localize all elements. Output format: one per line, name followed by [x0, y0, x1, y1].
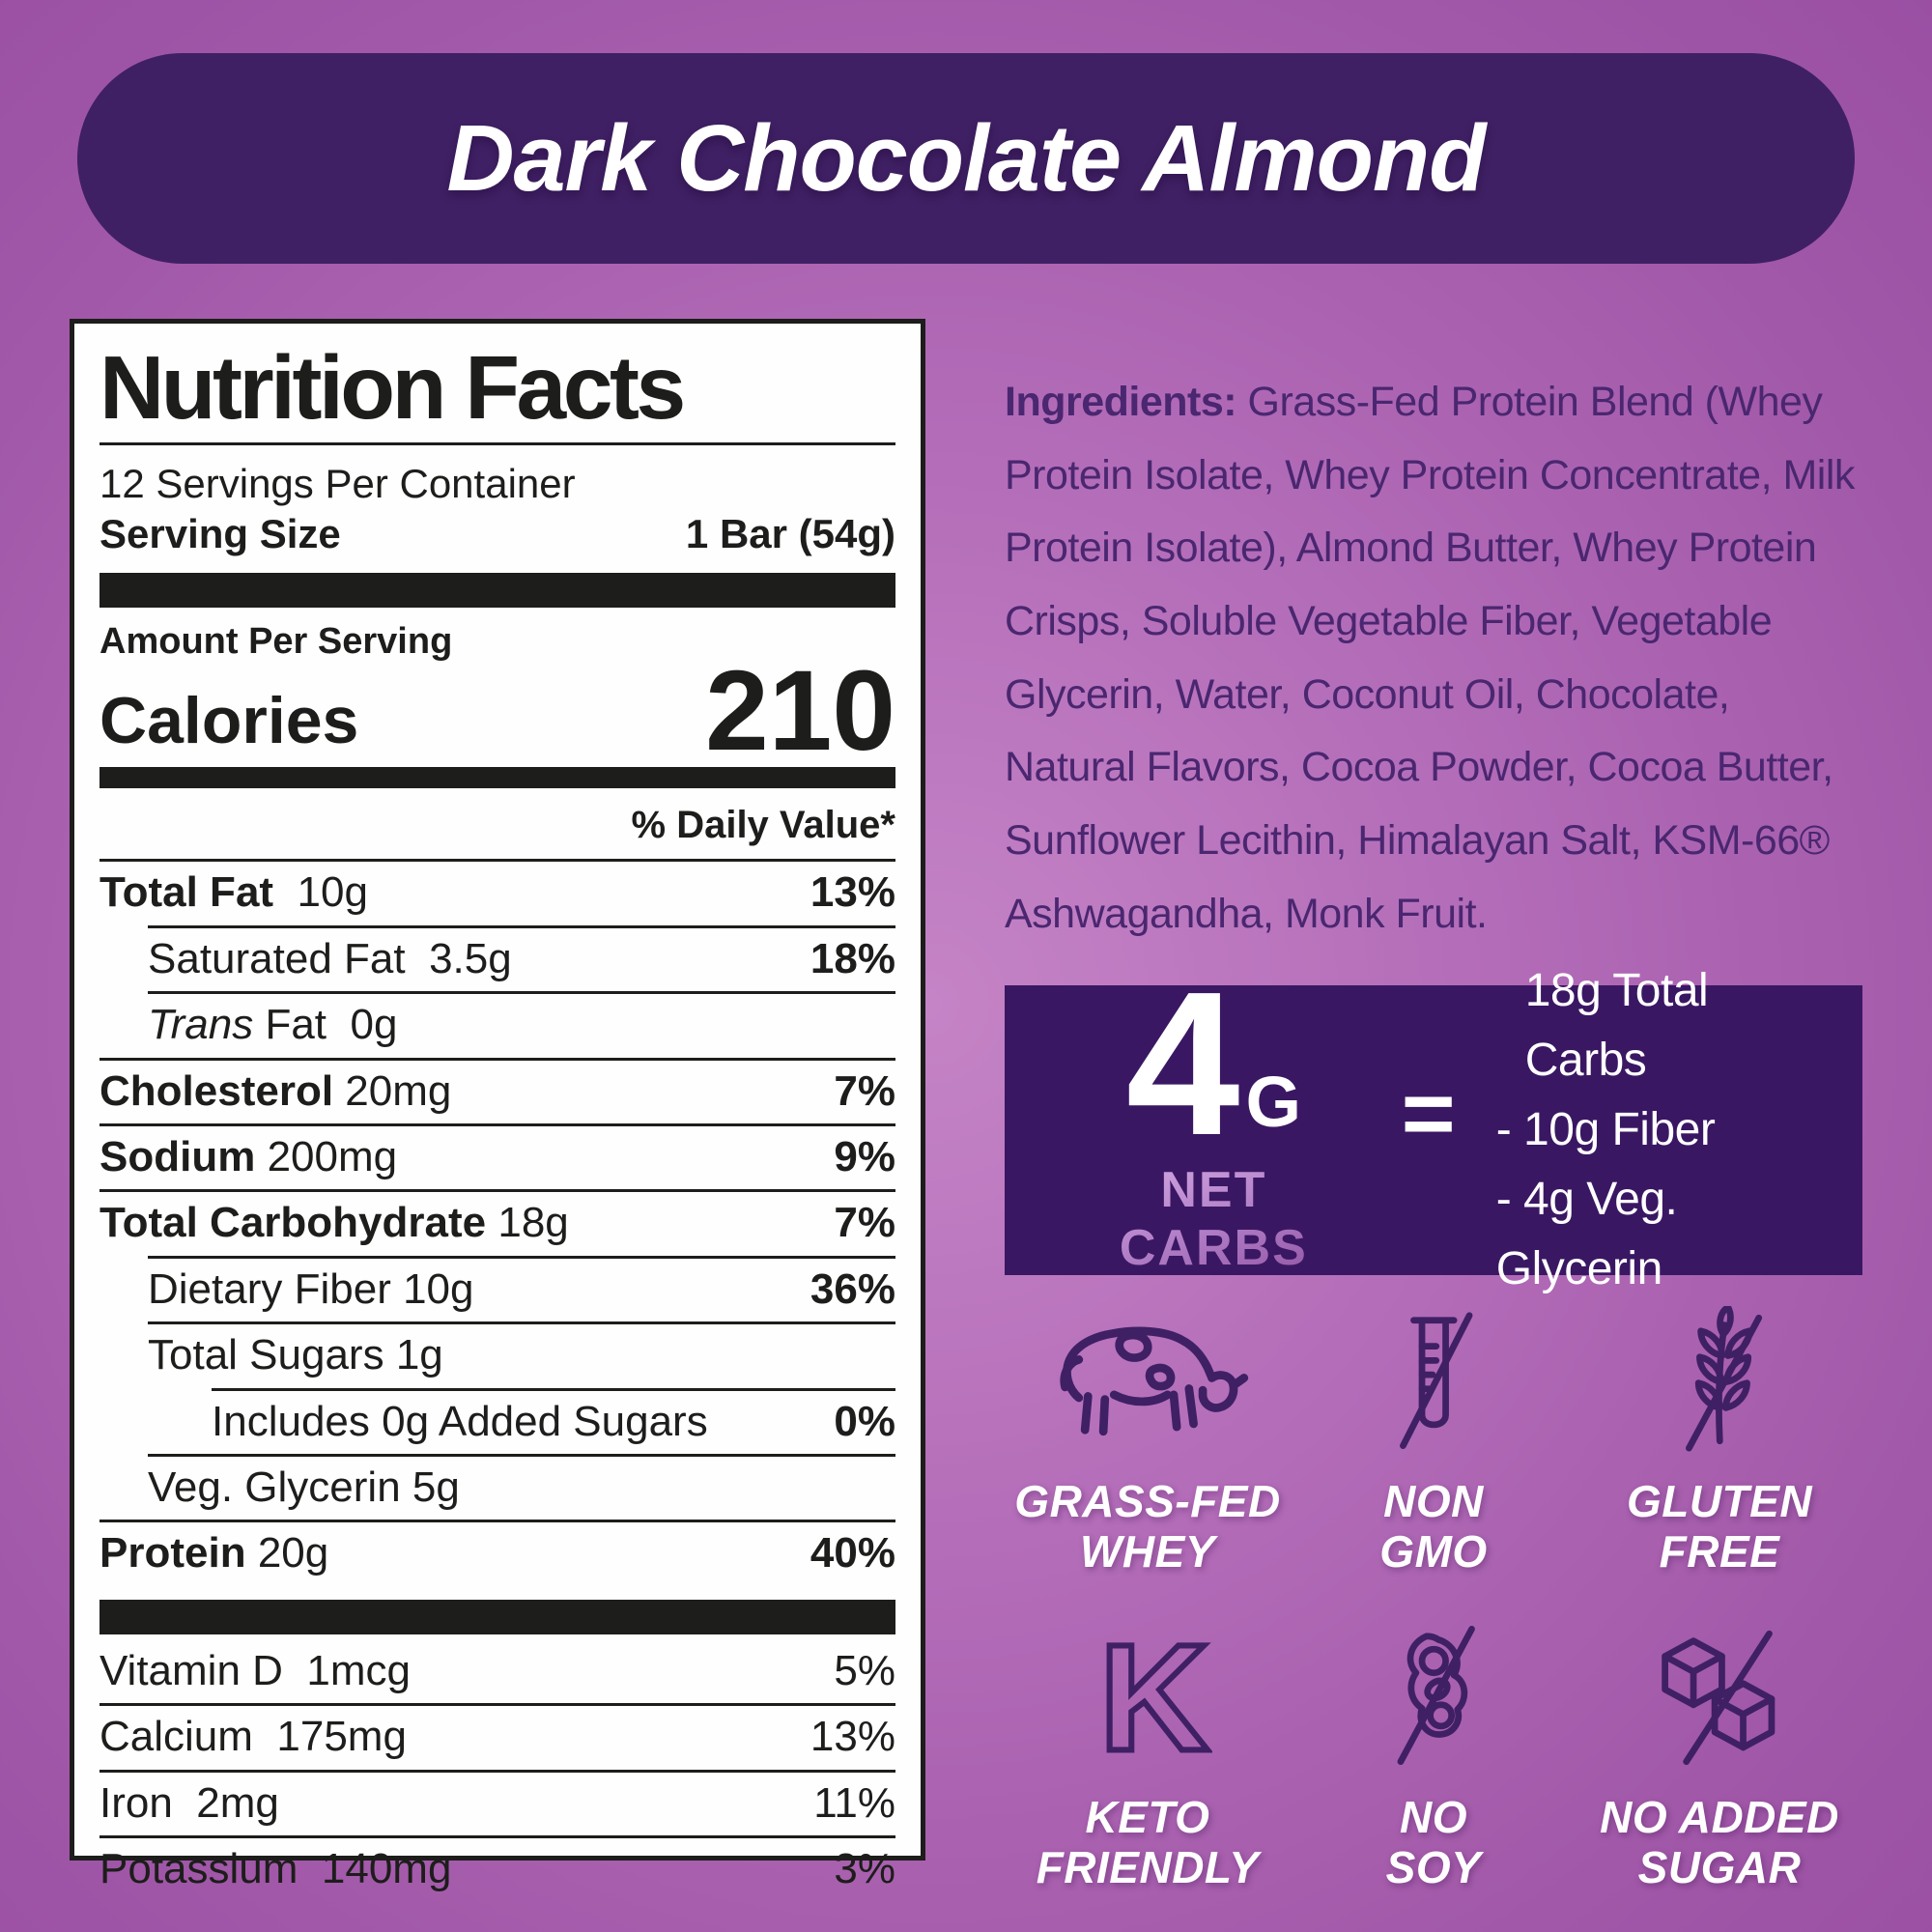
- badge-grass-fed-whey: GRASS-FED WHEY: [1005, 1306, 1291, 1577]
- daily-value-header: % Daily Value*: [631, 804, 895, 847]
- no-gmo-test-tube-icon: [1399, 1312, 1473, 1450]
- thick-divider-bar: [99, 1599, 895, 1634]
- badge-no-added-sugar: NO ADDED SUGAR: [1577, 1622, 1862, 1893]
- calories-label: Calories: [99, 684, 359, 758]
- micronutrient-row-calcium: Calcium 175mg 13%: [99, 1703, 895, 1769]
- badge-grid: GRASS-FED WHEY NON GMO: [1005, 1306, 1862, 1893]
- nutrient-row-dietary-fiber: Dietary Fiber 10g 36%: [148, 1255, 895, 1321]
- ingredients-text: Grass-Fed Protein Blend (Whey Protein Is…: [1005, 379, 1855, 937]
- net-carbs-box: 4 G NET CARBS = 18g Total Carbs - 10g Fi…: [1005, 949, 1862, 1294]
- nutrient-row-protein: Protein 20g 40%: [99, 1520, 895, 1585]
- ingredients-label: Ingredients:: [1005, 379, 1237, 425]
- nutrition-facts-title: Nutrition Facts: [99, 337, 686, 438]
- calories-value: 210: [705, 646, 895, 775]
- svg-text:K: K: [1099, 1622, 1208, 1769]
- nutrient-row-trans-fat: Trans Fat 0g: [148, 991, 895, 1057]
- dv-value: 7%: [834, 1066, 895, 1115]
- micronutrient-row-vitamin-d: Vitamin D 1mcg 5%: [99, 1646, 895, 1694]
- net-carbs-value-block: 4 G NET CARBS: [1072, 949, 1355, 1277]
- dv-value: 9%: [834, 1133, 895, 1181]
- breakdown-glycerin: - 4g Veg. Glycerin: [1495, 1174, 1678, 1294]
- ingredients-paragraph: Ingredients: Grass-Fed Protein Blend (Wh…: [1005, 366, 1866, 951]
- dv-value: 40%: [810, 1529, 895, 1577]
- nutrient-row-total-fat: Total Fat 10g 13%: [99, 859, 895, 924]
- net-carbs-label: NET CARBS: [1072, 1161, 1355, 1277]
- nutrient-row-cholesterol: Cholesterol 20mg 7%: [99, 1057, 895, 1123]
- servings-per-container: 12 Servings Per Container: [99, 460, 576, 506]
- nutrition-facts-panel: Nutrition Facts 12 Servings Per Containe…: [70, 319, 925, 1892]
- flavor-banner: Dark Chocolate Almond: [77, 53, 1855, 264]
- cow-icon: [1060, 1326, 1249, 1436]
- net-carbs-unit: G: [1245, 1061, 1302, 1142]
- micronutrient-row-potassium: Potassium 140mg 3%: [99, 1834, 895, 1901]
- nutrient-row-added-sugars: Includes 0g Added Sugars 0%: [212, 1387, 895, 1454]
- dv-value: 5%: [834, 1646, 895, 1694]
- dv-value: 18%: [810, 934, 895, 982]
- dv-value: 11%: [813, 1778, 895, 1827]
- nutrient-row-total-sugars: Total Sugars 1g: [148, 1321, 895, 1387]
- breakdown-total-carbs: 18g Total Carbs: [1524, 965, 1709, 1086]
- serving-size-label: Serving Size: [99, 510, 341, 556]
- calories-row: Calories 210: [99, 646, 895, 775]
- nutrient-row-saturated-fat: Saturated Fat 3.5g 18%: [148, 924, 895, 991]
- dv-value: 36%: [810, 1264, 895, 1313]
- no-added-sugar-icon: [1662, 1630, 1776, 1765]
- nutrient-row-total-carbohydrate: Total Carbohydrate 18g 7%: [99, 1189, 895, 1255]
- badge-non-gmo: NON GMO: [1291, 1306, 1577, 1577]
- equals-sign: =: [1401, 1062, 1456, 1165]
- dv-value: 0%: [834, 1397, 895, 1445]
- dv-value: 13%: [810, 1713, 895, 1761]
- breakdown-fiber: - 10g Fiber: [1495, 1104, 1716, 1155]
- micronutrient-row-iron: Iron 2mg 11%: [99, 1769, 895, 1835]
- net-carbs-value: 4: [1125, 949, 1240, 1179]
- dv-value: 7%: [834, 1199, 895, 1247]
- thick-divider-bar: [99, 572, 895, 608]
- badge-keto-friendly: K KETO FRIENDLY: [1005, 1622, 1291, 1893]
- badge-gluten-free: GLUTEN FREE: [1577, 1306, 1862, 1577]
- dv-value: 13%: [810, 868, 895, 917]
- flavor-title: Dark Chocolate Almond: [446, 105, 1487, 211]
- dv-value: 3%: [834, 1844, 895, 1892]
- no-soy-icon: [1397, 1625, 1475, 1765]
- keto-k-icon: K: [1096, 1622, 1211, 1769]
- no-gluten-wheat-icon: [1685, 1306, 1762, 1452]
- divider: [99, 441, 895, 445]
- serving-size-row: Serving Size 1 Bar (54g): [99, 511, 895, 557]
- serving-size-value: 1 Bar (54g): [685, 510, 895, 556]
- badge-no-soy: NO SOY: [1291, 1622, 1577, 1893]
- nutrient-row-veg-glycerin: Veg. Glycerin 5g: [148, 1453, 895, 1520]
- medium-divider-bar: [99, 767, 895, 789]
- nutrient-row-sodium: Sodium 200mg 9%: [99, 1123, 895, 1189]
- amount-per-serving-label: Amount Per Serving: [99, 620, 453, 662]
- net-carbs-breakdown: 18g Total Carbs - 10g Fiber - 4g Veg. Gl…: [1496, 956, 1824, 1304]
